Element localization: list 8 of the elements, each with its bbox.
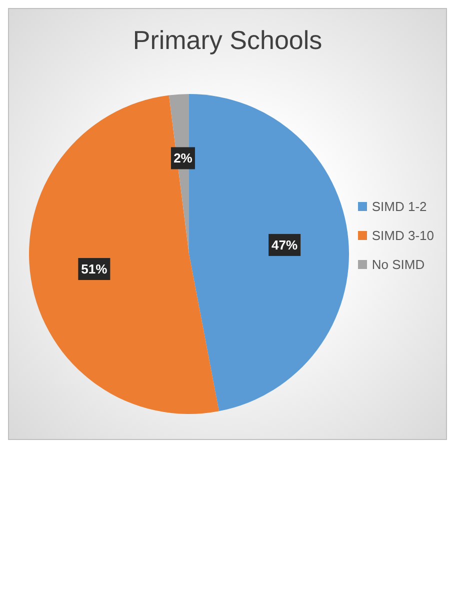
legend-label: SIMD 3-10 [372,228,434,243]
legend-label: No SIMD [372,257,425,272]
legend-label: SIMD 1-2 [372,199,427,214]
data-label: 2% [174,150,193,166]
data-label: 47% [272,237,298,252]
chart-title: Primary Schools [132,25,324,56]
pie-slice [29,95,219,414]
data-label: 51% [81,262,108,277]
